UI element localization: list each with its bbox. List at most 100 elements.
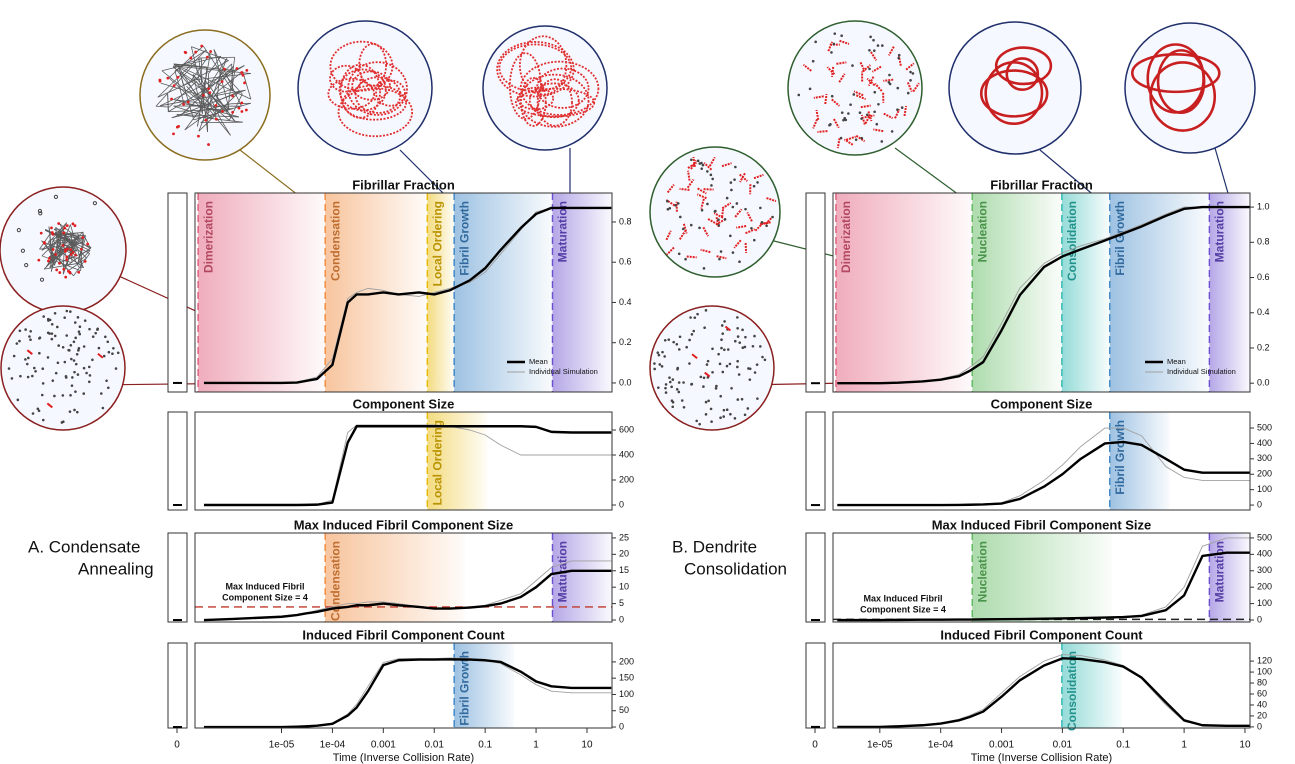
snapshot xyxy=(298,21,432,155)
monomer xyxy=(94,332,97,335)
monomer xyxy=(853,93,856,96)
monomer xyxy=(51,323,54,326)
figure: DimerizationCondensationLocal OrderingFi… xyxy=(0,0,1295,764)
monomer xyxy=(730,189,733,192)
node xyxy=(170,98,173,101)
monomer xyxy=(96,328,99,331)
monomer xyxy=(688,362,691,365)
monomer xyxy=(696,313,699,316)
monomer xyxy=(682,381,685,384)
y-tick-label: 15 xyxy=(619,565,629,575)
node xyxy=(84,260,87,263)
y-tick-label: 100 xyxy=(619,689,634,699)
monomer xyxy=(664,339,667,342)
node xyxy=(194,51,197,54)
monomer xyxy=(700,162,703,165)
node xyxy=(65,258,68,261)
panel: Fibril Growth0501001502001e-051e-040.001… xyxy=(168,627,634,763)
phase-label: Consolidation xyxy=(1065,651,1079,731)
y-tick-label: 0.2 xyxy=(1257,342,1270,352)
monomer xyxy=(19,375,22,378)
monomer xyxy=(721,324,724,327)
snapshot xyxy=(949,22,1081,154)
monomer xyxy=(47,356,50,359)
monomer xyxy=(91,358,94,361)
monomer xyxy=(42,382,45,385)
monomer xyxy=(69,310,72,313)
y-tick-label: 100 xyxy=(1257,666,1272,676)
y-tick-label: 0 xyxy=(619,614,624,624)
monomer xyxy=(107,386,110,389)
section-label: A. Condensate xyxy=(28,537,140,556)
phase-label: Condensation xyxy=(328,201,342,281)
monomer xyxy=(717,353,720,356)
monomer xyxy=(42,315,45,318)
monomer xyxy=(873,110,876,113)
y-tick-label: 120 xyxy=(1257,655,1272,665)
monomer xyxy=(756,181,759,184)
monomer xyxy=(736,316,739,319)
y-tick-label: 0.4 xyxy=(1257,307,1270,317)
monomer xyxy=(661,365,664,368)
monomer xyxy=(723,409,726,412)
node xyxy=(206,56,209,59)
node xyxy=(208,91,211,94)
monomer xyxy=(66,310,69,313)
phase-label: Maturation xyxy=(556,201,570,262)
monomer xyxy=(74,390,77,393)
monomer xyxy=(697,160,700,163)
monomer xyxy=(715,387,718,390)
monomer xyxy=(670,386,673,389)
monomer xyxy=(104,335,107,338)
x-tick-label: 0.01 xyxy=(425,740,445,751)
monomer xyxy=(705,309,708,312)
y-tick-label: 80 xyxy=(1257,677,1267,687)
monomer xyxy=(31,375,34,378)
monomer xyxy=(83,345,86,348)
node xyxy=(62,232,65,235)
monomer xyxy=(727,348,730,351)
node xyxy=(236,67,239,70)
monomer xyxy=(98,347,101,350)
monomer xyxy=(17,399,20,402)
panel: Consolidation0204060801001201e-051e-040.… xyxy=(806,627,1272,763)
monomer xyxy=(111,352,114,355)
node xyxy=(172,132,175,135)
monomer xyxy=(71,376,74,379)
phase-label: Local Ordering xyxy=(430,420,444,505)
node xyxy=(81,236,84,239)
node xyxy=(47,260,50,263)
node xyxy=(67,270,70,273)
monomer xyxy=(753,239,756,242)
panel-title: Induced Fibril Component Count xyxy=(940,627,1143,642)
monomer xyxy=(875,123,878,126)
monomer xyxy=(765,224,768,227)
node xyxy=(214,104,217,107)
monomer xyxy=(77,316,80,319)
monomer xyxy=(723,348,726,351)
monomer xyxy=(706,203,709,206)
snapshot-disc xyxy=(650,306,774,430)
monomer xyxy=(771,216,774,219)
monomer xyxy=(907,92,910,95)
monomer xyxy=(719,416,722,419)
monomer xyxy=(682,228,685,231)
y-tick-label: 300 xyxy=(1257,565,1272,575)
monomer xyxy=(736,202,739,205)
monomer xyxy=(723,320,726,323)
monomer xyxy=(721,332,724,335)
monomer xyxy=(32,412,35,415)
monomer xyxy=(880,140,883,143)
monomer xyxy=(747,367,750,370)
monomer xyxy=(70,358,73,361)
monomer xyxy=(678,348,681,351)
monomer xyxy=(720,347,723,350)
monomer xyxy=(684,258,687,261)
monomer xyxy=(701,209,704,212)
monomer xyxy=(729,413,732,416)
node xyxy=(231,95,234,98)
monomer xyxy=(736,327,739,330)
node xyxy=(176,126,179,129)
monomer xyxy=(105,379,108,382)
threshold-label: Max Induced Fibril xyxy=(225,581,304,591)
